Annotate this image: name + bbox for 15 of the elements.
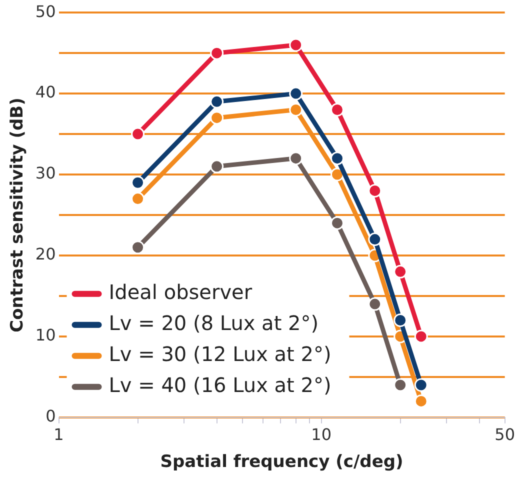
y-tick-label: 30 xyxy=(35,164,56,183)
y-tick-label: 20 xyxy=(35,244,56,264)
legend-label: Lv = 40 (16 Lux at 2°) xyxy=(108,373,332,398)
y-tick-label: 10 xyxy=(35,326,56,345)
x-tick-label: 50 xyxy=(494,425,515,444)
x-tick-label: 1 xyxy=(54,425,64,444)
y-tick-label: 0 xyxy=(46,406,56,426)
legend-label: Lv = 20 (8 Lux at 2°) xyxy=(108,311,319,336)
x-axis-title: Spatial frequency (c/deg) xyxy=(160,452,404,472)
y-tick-label: 50 xyxy=(35,2,56,21)
legend-label: Lv = 30 (12 Lux at 2°) xyxy=(108,342,332,366)
y-axis-title: Contrast sensitivity (dB) xyxy=(8,98,28,332)
x-tick-label: 10 xyxy=(311,425,332,444)
y-tick-label: 40 xyxy=(35,82,56,102)
legend-label: Ideal observer xyxy=(108,280,253,304)
